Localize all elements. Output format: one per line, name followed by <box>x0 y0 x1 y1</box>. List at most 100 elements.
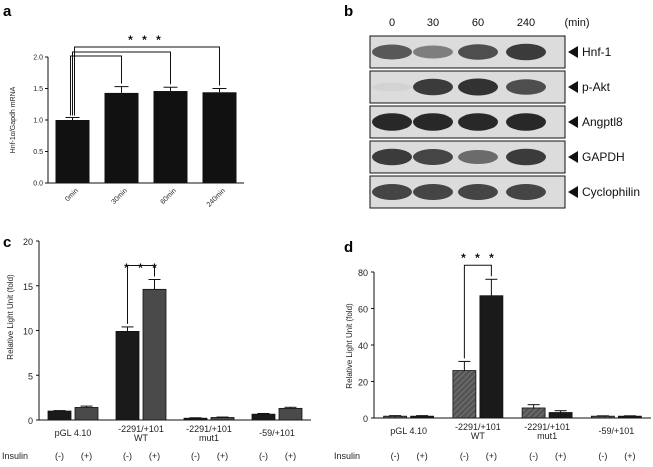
blot-band <box>372 82 412 92</box>
chart-d-category-label: WT <box>471 431 485 441</box>
chart-c-insulin-label: Insulin <box>2 451 28 461</box>
chart-d-insulin-state: (-) <box>529 451 538 461</box>
chart-a-bracket <box>72 51 171 116</box>
blot-band <box>506 113 546 131</box>
chart-d-category-label: mut1 <box>537 431 557 441</box>
chart-d-bar <box>548 412 573 419</box>
chart-c-bar <box>278 407 303 421</box>
blot-band <box>413 45 453 59</box>
chart-a-bar <box>104 92 139 183</box>
chart-d-significance: * * * <box>461 251 497 265</box>
chart-d-category-label: pGL 4.10 <box>390 426 427 436</box>
chart-d-bar <box>410 415 435 419</box>
chart-c-category-label: pGL 4.10 <box>55 428 92 438</box>
chart-a-xtick-label: 30min <box>110 187 129 206</box>
chart-a-ytick-label: 2.0 <box>33 55 43 62</box>
chart-a-bar <box>153 91 188 183</box>
chart-a-xtick-label: 60min <box>159 187 178 206</box>
blot-row-label: Cyclophilin <box>582 185 640 199</box>
chart-a-bar <box>55 120 90 183</box>
chart-c-insulin-state: (-) <box>191 451 200 461</box>
chart-a-ytick-label: 0.0 <box>33 181 43 188</box>
chart-d-insulin-state: (+) <box>624 451 635 461</box>
chart-c-ytick-label: 0 <box>28 416 33 426</box>
chart-d-ylabel: Relative Light Unit (fold) <box>345 303 354 389</box>
chart-a-xtick-label: 240min <box>206 187 227 208</box>
chart-d-bar <box>617 415 642 419</box>
blot-row-label: Hnf-1 <box>582 45 612 59</box>
chart-c-insulin-state: (+) <box>149 451 160 461</box>
chart-d-insulin-state: (+) <box>417 451 428 461</box>
chart-c-ytick-label: 10 <box>23 327 33 337</box>
chart-c-bar <box>251 413 276 421</box>
chart-d-ytick-label: 40 <box>358 341 368 351</box>
blot-band <box>506 43 546 61</box>
chart-c-ytick-label: 5 <box>28 371 33 381</box>
blot-arrow-icon <box>568 46 578 58</box>
chart-d-ytick-label: 20 <box>358 378 368 388</box>
chart-d-bar <box>590 415 615 419</box>
chart-d-insulin-state: (+) <box>486 451 497 461</box>
panel-letter-b: b <box>344 3 353 20</box>
blot-band <box>458 150 498 164</box>
chart-a-xtick-label: 0min <box>64 187 80 203</box>
chart-c-bar <box>210 417 235 421</box>
chart-c-bar <box>74 407 99 421</box>
blot-band <box>506 148 546 166</box>
chart-c-insulin-state: (-) <box>55 451 64 461</box>
blot-arrow-icon <box>568 186 578 198</box>
chart-c-category-label: WT <box>134 433 148 443</box>
blot-band <box>506 79 546 95</box>
blot-band <box>413 78 453 96</box>
chart-c-bar <box>183 417 208 421</box>
chart-d-bar <box>452 370 477 419</box>
chart-c-insulin-state: (+) <box>217 451 228 461</box>
chart-d-insulin-state: (+) <box>555 451 566 461</box>
chart-c-insulin-state: (-) <box>123 451 132 461</box>
chart-a-bracket <box>70 55 122 116</box>
blot-band <box>413 149 453 165</box>
chart-c-bar <box>115 330 140 421</box>
blot-arrow-icon <box>568 116 578 128</box>
blot-band <box>458 184 498 200</box>
chart-c-ytick-label: 20 <box>23 237 33 247</box>
blot-arrow-icon <box>568 81 578 93</box>
chart-d-ytick-label: 60 <box>358 305 368 315</box>
chart-a-ytick-label: 1.5 <box>33 86 43 93</box>
panel-letter-c: c <box>3 234 11 251</box>
chart-c-insulin-state: (-) <box>259 451 268 461</box>
chart-d-ytick-label: 80 <box>358 268 368 278</box>
blot-time-label: 30 <box>427 17 439 29</box>
chart-d-category-label: -59/+101 <box>598 426 634 436</box>
chart-d-bracket <box>463 264 492 359</box>
blot-arrow-icon <box>568 151 578 163</box>
chart-c-ylabel: Relative Light Unit (fold) <box>6 274 15 360</box>
chart-d-insulin-state: (-) <box>460 451 469 461</box>
blot-band <box>372 44 412 60</box>
chart-c-category-label: -2291/+101 <box>186 424 232 434</box>
chart-a-ytick-label: 1.0 <box>33 118 43 125</box>
blot-band <box>372 113 412 131</box>
blot-row-label: p-Akt <box>582 80 611 94</box>
western-blot: 0 30 60 240 (min) Hnf-1 p-Akt Angptl8 GAPDH Cyclo… <box>369 17 640 209</box>
blot-row-label: Angptl8 <box>582 115 623 129</box>
blot-band <box>413 184 453 200</box>
blot-band <box>458 113 498 131</box>
chart-c-category-label: -2291/+101 <box>118 424 164 434</box>
chart-c-significance: * * * <box>124 261 160 275</box>
chart-c: Relative Light Unit (fold) * * * Insulin… <box>2 237 311 461</box>
chart-a-bracket <box>74 46 220 116</box>
chart-d-ytick-label: 0 <box>363 414 368 424</box>
chart-d-category-label: -2291/+101 <box>455 422 501 432</box>
blot-time-label: 0 <box>389 17 395 29</box>
chart-c-bar <box>142 288 167 421</box>
chart-c-bar <box>47 410 72 421</box>
chart-d-insulin-label: Insulin <box>334 451 360 461</box>
chart-d-bar <box>383 415 408 419</box>
chart-a-significance: * * * <box>128 33 164 47</box>
chart-c-insulin-state: (+) <box>81 451 92 461</box>
blot-band <box>372 184 412 200</box>
chart-c-ytick-label: 15 <box>23 282 33 292</box>
chart-c-category-label: -59/+101 <box>259 428 295 438</box>
blot-band <box>413 113 453 131</box>
